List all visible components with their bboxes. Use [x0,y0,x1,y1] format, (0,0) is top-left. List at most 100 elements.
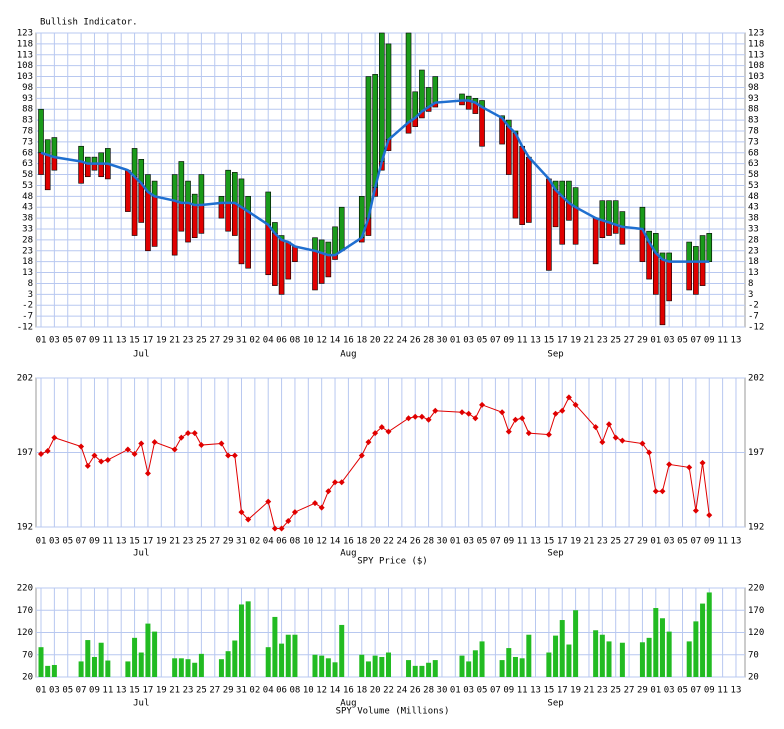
month-label: Sep [547,549,563,559]
x-tick-label: 14 [330,336,341,346]
point [98,458,105,465]
y-tick-label-right: 28 [748,235,759,245]
y-tick-label: 38 [22,214,33,224]
down-bar [191,204,198,239]
x-tick-label: 09 [503,336,514,346]
down-bar [105,163,111,180]
down-bar [312,250,318,291]
down-bar [185,202,191,243]
x-tick-label: 28 [423,537,434,547]
bar [365,661,371,677]
up-bar [379,32,385,162]
y-tick-label-right: 13 [748,268,759,278]
y-tick-label-right: 3 [748,290,753,300]
y-tick-label: 170 [17,606,33,616]
up-bar [131,148,138,178]
down-bar [84,163,91,178]
y-tick-label-right: 93 [748,94,759,104]
x-tick-label: 11 [517,686,528,696]
bar [385,652,391,677]
x-tick-label: 07 [76,686,87,696]
x-tick-label: 05 [62,537,73,547]
x-tick-label: 11 [717,336,728,346]
down-bar [546,178,552,271]
x-tick-label: 05 [677,537,688,547]
y-tick-label-right: 20 [748,673,759,683]
down-bar [666,261,672,302]
y-tick-label-right: 108 [748,61,764,71]
point [44,448,51,455]
x-tick-label: 05 [477,537,488,547]
bar [459,655,465,677]
point [405,415,412,422]
x-tick-label: 14 [330,537,341,547]
bar [693,621,699,677]
bar [78,661,84,677]
up-bar [599,200,606,221]
up-bar [171,174,178,201]
x-tick-label: 26 [410,686,421,696]
up-bar [78,145,84,162]
x-tick-label: 08 [290,686,301,696]
x-tick-label: 13 [530,686,541,696]
down-bar [479,106,485,147]
x-tick-label: 05 [62,336,73,346]
up-bar [686,241,693,262]
bar [225,651,231,677]
point [171,446,178,453]
x-tick-label: 18 [356,336,367,346]
point [365,439,372,446]
x-tick-label: 06 [276,336,287,346]
y-tick-label-right: 192 [748,523,764,533]
axis-title: SPY Volume (Millions) [336,707,450,717]
x-tick-label: 13 [530,336,541,346]
point [225,452,232,459]
y-tick-label: 197 [17,448,33,458]
point [185,430,192,437]
y-tick-label-right: 18 [748,257,759,267]
bar [606,641,612,677]
up-bar [105,148,111,164]
y-tick-label-right: 113 [748,50,764,60]
bar [172,658,178,677]
x-tick-label: 08 [290,537,301,547]
x-tick-label: 22 [383,686,394,696]
y-tick-label-right: 88 [748,105,759,115]
y-tick-label: 43 [22,203,33,213]
x-tick-label: 05 [677,686,688,696]
x-tick-label: 29 [637,686,648,696]
x-tick-label: 21 [584,537,595,547]
bar [646,637,652,677]
x-tick-label: 31 [236,537,247,547]
down-bar [225,202,231,232]
x-tick-label: 17 [143,336,154,346]
y-tick-label: 48 [22,192,33,202]
y-tick-label: -2 [22,301,33,311]
x-tick-label: 25 [196,686,207,696]
point [78,443,85,450]
down-bar [218,202,225,219]
x-tick-label: 01 [36,537,47,547]
x-tick-label: 13 [116,537,127,547]
up-bar [185,180,191,204]
y-tick-label: 33 [22,225,33,235]
up-bar [338,206,345,252]
bar [506,648,512,677]
point [619,437,626,444]
y-tick-label: 63 [22,159,33,169]
bar [98,642,104,677]
y-tick-label-right: 78 [748,127,759,137]
month-label: Jul [133,350,149,360]
down-bar [145,191,151,252]
x-tick-label: 11 [102,686,113,696]
up-bar [699,235,706,262]
down-bar [151,196,158,247]
x-tick-label: 20 [370,537,381,547]
point [639,440,646,447]
bar [573,610,579,677]
x-tick-label: 02 [249,686,260,696]
bar [292,634,298,677]
x-tick-label: 15 [543,686,554,696]
x-tick-label: 25 [610,686,621,696]
bar [51,664,57,677]
